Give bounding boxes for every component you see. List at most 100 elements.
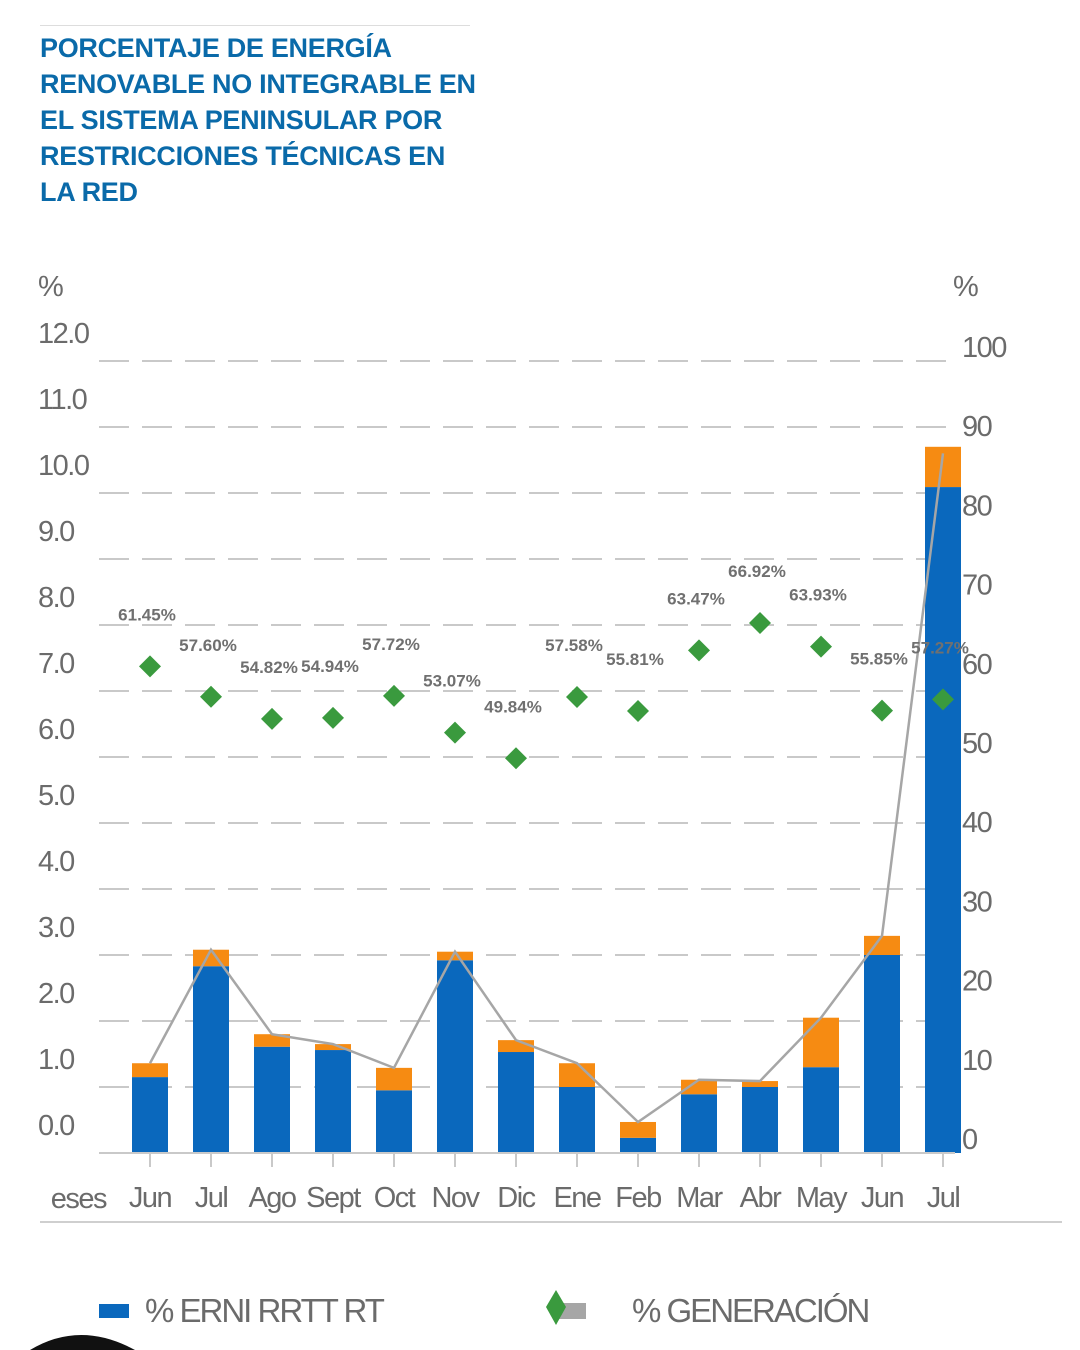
left-tick-label: 12.0 [38, 318, 89, 350]
generacion-data-label: 57.58% [545, 636, 603, 655]
left-tick-label: 7.0 [38, 648, 74, 680]
left-tick-label: 8.0 [38, 582, 74, 614]
bar-erni [315, 1050, 351, 1153]
bar-erni-upper [437, 951, 473, 961]
generacion-point [261, 707, 283, 730]
bar-erni [193, 966, 229, 1153]
generacion-point [505, 747, 527, 770]
x-tick-label: Mar [676, 1182, 723, 1214]
generacion-point [932, 688, 954, 711]
bar-erni [254, 1046, 290, 1153]
x-tick-label: May [796, 1182, 848, 1214]
bar-erni [803, 1067, 839, 1153]
x-tick-label: Jun [129, 1182, 172, 1214]
generacion-data-label: 53.07% [423, 672, 481, 691]
left-tick-label: 5.0 [38, 780, 74, 812]
x-tick-label: Jul [195, 1182, 228, 1214]
right-tick-label: 10 [962, 1045, 992, 1077]
x-tick-label: Jul [927, 1182, 960, 1214]
x-tick-label: Abr [740, 1182, 782, 1214]
x-tick-label: Oct [374, 1182, 416, 1214]
bar-erni [864, 955, 900, 1153]
bar-erni [498, 1052, 534, 1153]
generacion-data-label: 57.72% [362, 635, 420, 654]
legend-label-generacion: % GENERACIÓN [632, 1292, 869, 1329]
bar-erni-upper [254, 1034, 290, 1047]
x-tick-label: Ago [248, 1182, 295, 1214]
bar-erni [132, 1077, 168, 1153]
right-tick-label: 20 [962, 966, 992, 998]
x-axis-label: eses [51, 1183, 107, 1215]
generacion-data-label: 63.47% [667, 589, 725, 608]
generacion-point [444, 721, 466, 744]
bar-erni-upper [132, 1063, 168, 1078]
overlay-blob [30, 1335, 135, 1350]
generacion-point [627, 699, 649, 722]
left-tick-label: 11.0 [38, 384, 87, 416]
right-tick-label: 30 [962, 886, 992, 918]
generacion-data-label: 61.45% [118, 605, 176, 624]
legend-label-erni: % ERNI RRTT RT [145, 1292, 385, 1329]
generacion-data-label: 54.94% [301, 657, 359, 676]
right-tick-label: 100 [962, 332, 1006, 364]
generacion-point [566, 685, 588, 708]
generacion-point [749, 611, 771, 634]
generacion-data-label: 66.92% [728, 562, 786, 581]
right-tick-label: 70 [962, 570, 992, 602]
x-tick-label: Dic [497, 1182, 535, 1214]
bar-erni-upper [864, 935, 900, 955]
x-tick-label: Ene [553, 1182, 600, 1214]
bar-erni [620, 1137, 656, 1153]
x-tick-label: Feb [615, 1182, 661, 1214]
bar-erni-upper [559, 1063, 595, 1087]
generacion-point [200, 685, 222, 708]
right-tick-label: 40 [962, 807, 992, 839]
left-tick-label: 1.0 [38, 1044, 74, 1076]
left-tick-label: 4.0 [38, 846, 74, 878]
bar-erni [559, 1087, 595, 1153]
left-tick-label: 0.0 [38, 1110, 74, 1142]
bar-erni-upper [498, 1040, 534, 1053]
bar-erni-upper [620, 1121, 656, 1138]
left-tick-label: 6.0 [38, 714, 74, 746]
generacion-data-label: 57.60% [179, 636, 237, 655]
bar-erni [376, 1090, 412, 1153]
bar-erni [437, 960, 473, 1153]
top-divider [40, 25, 470, 26]
bar-erni [742, 1087, 778, 1153]
x-tick-label: Sept [306, 1182, 361, 1214]
generacion-point [810, 635, 832, 658]
bar-erni-upper [681, 1079, 717, 1095]
right-tick-label: 80 [962, 490, 992, 522]
x-tick-label: Jun [861, 1182, 904, 1214]
total-line [148, 453, 945, 1124]
bar-erni [925, 487, 961, 1153]
generacion-point [322, 706, 344, 729]
generacion-point [688, 639, 710, 662]
right-tick-label: 60 [962, 649, 992, 681]
right-tick-label: 90 [962, 411, 992, 443]
bar-erni-upper [376, 1067, 412, 1091]
bar-erni-upper [315, 1044, 351, 1051]
x-tick-label: Nov [431, 1182, 480, 1214]
bar-erni-upper [803, 1017, 839, 1068]
generacion-data-label: 57.27% [911, 638, 969, 657]
right-axis-unit: % [953, 271, 978, 303]
right-tick-label: 0 [962, 1124, 977, 1156]
legend-diamond-icon [546, 1290, 566, 1325]
generacion-data-label: 55.81% [606, 650, 664, 669]
generacion-data-label: 49.84% [484, 697, 542, 716]
generacion-point [139, 655, 161, 678]
legend-swatch-erni [99, 1304, 129, 1318]
chart-title: PORCENTAJE DE ENERGÍA RENOVABLE NO INTEG… [40, 33, 476, 207]
left-tick-label: 9.0 [38, 516, 74, 548]
right-tick-label: 50 [962, 728, 992, 760]
bar-erni [681, 1094, 717, 1153]
left-tick-label: 2.0 [38, 978, 74, 1010]
left-tick-label: 10.0 [38, 450, 89, 482]
generacion-point [871, 699, 893, 722]
bar-erni-upper [925, 446, 961, 488]
bar-erni-upper [742, 1081, 778, 1087]
generacion-data-label: 54.82% [240, 658, 298, 677]
